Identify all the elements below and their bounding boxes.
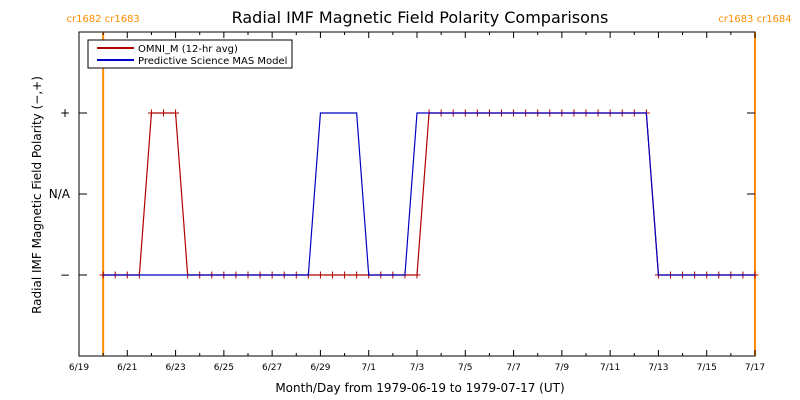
- series-point: [353, 271, 361, 279]
- x-tick-label: 6/19: [69, 363, 89, 373]
- series-layer: [99, 109, 759, 279]
- y-tick-label: N/A: [49, 187, 71, 201]
- series-point: [329, 271, 336, 279]
- y-axis-ticks: − N/A +: [49, 106, 755, 282]
- legend-label-mas: Predictive Science MAS Model: [138, 56, 287, 67]
- series-line-mas: [103, 112, 755, 276]
- y-tick-label: +: [60, 106, 70, 120]
- x-tick-label: 6/27: [262, 363, 282, 373]
- x-tick-label: 7/9: [555, 363, 570, 373]
- series-point: [413, 271, 421, 279]
- x-tick-label: 6/21: [117, 363, 137, 373]
- y-axis-label: Radial IMF Magnetic Field Polarity (−,+): [30, 76, 44, 314]
- x-tick-label: 6/23: [165, 363, 185, 373]
- x-tick-label: 7/1: [361, 363, 375, 373]
- carrington-label-start: cr1682 cr1683: [66, 14, 139, 25]
- carrington-markers: [102, 32, 756, 356]
- x-tick-label: 6/25: [214, 363, 234, 373]
- x-tick-label: 7/17: [745, 363, 765, 373]
- legend-box: [87, 39, 293, 69]
- plot-frame: [78, 31, 756, 357]
- y-tick-label: −: [60, 268, 70, 282]
- x-tick-label: 7/5: [458, 363, 472, 373]
- chart-title: Radial IMF Magnetic Field Polarity Compa…: [232, 8, 609, 27]
- x-axis-label: Month/Day from 1979-06-19 to 1979-07-17 …: [275, 381, 564, 395]
- legend: OMNI_M (12-hr avg) Predictive Science MA…: [87, 39, 293, 69]
- x-tick-label: 7/3: [410, 363, 424, 373]
- x-tick-label: 7/11: [600, 363, 620, 373]
- series-point: [160, 109, 167, 117]
- series-point: [147, 109, 155, 117]
- x-tick-label: 7/7: [506, 363, 520, 373]
- x-axis-ticks: 6/19 6/21 6/23 6/25 6/27 6/29 7/1 7/3 7/5 7/7 7/9 7…: [69, 32, 765, 373]
- series-point: [172, 109, 180, 117]
- legend-label-omni: OMNI_M (12-hr avg): [138, 44, 238, 55]
- x-tick-label: 7/15: [697, 363, 717, 373]
- x-tick-label: 6/29: [310, 363, 330, 373]
- x-tick-label: 7/13: [648, 363, 668, 373]
- series-point: [341, 271, 349, 279]
- series-point: [316, 271, 324, 279]
- carrington-label-end: cr1683 cr1684: [718, 14, 791, 25]
